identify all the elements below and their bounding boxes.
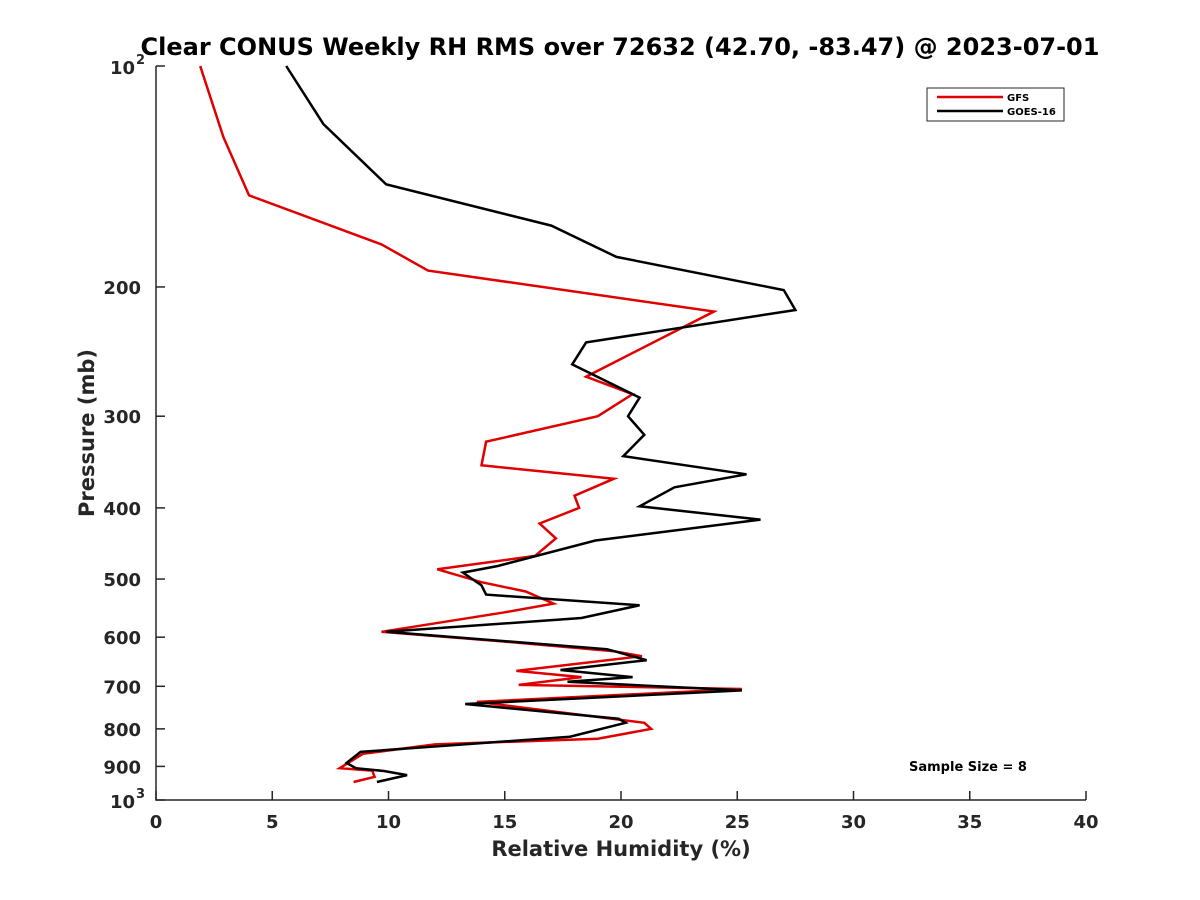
x-tick-label: 0 [150,812,163,833]
legend-box [926,87,1065,122]
series-line-gfs [199,65,742,784]
chart-title: Clear CONUS Weekly RH RMS over 72632 (42… [141,33,1100,61]
y-tick-label: 900 [103,757,141,778]
y-tick-label: 800 [103,720,141,741]
x-tick-label: 40 [1073,812,1098,833]
x-tick-label: 5 [266,812,279,833]
x-tick-label: 25 [725,812,750,833]
y-tick-label: 400 [103,499,141,520]
x-tick-label: 35 [957,812,982,833]
y-tick-label: 300 [103,407,141,428]
series-line-goes-16 [285,65,798,784]
legend-goes16-label: GOES-16 [1007,107,1056,118]
y-tick-label: 600 [103,628,141,649]
y-tick-label: 10 [110,58,135,79]
x-axis: 0 5 10 15 20 25 30 35 40 [150,791,1099,833]
plot-area [199,65,798,784]
y-tick-label: 10 [110,792,135,813]
x-axis-label: Relative Humidity (%) [491,837,750,861]
y-axis-label: Pressure (mb) [75,349,99,517]
legend: GFS GOES-16 [926,87,1065,122]
y-tick-exponent: 3 [136,787,145,802]
sample-size-annotation: Sample Size = 8 [909,760,1027,775]
x-tick-label: 15 [492,812,517,833]
y-tick-label: 500 [103,570,141,591]
legend-gfs-label: GFS [1007,93,1029,104]
axes-frame [155,66,1086,801]
x-tick-label: 30 [841,812,866,833]
y-tick-label: 700 [103,677,141,698]
y-tick-label: 200 [103,278,141,299]
x-tick-label: 20 [608,812,633,833]
y-tick-exponent: 2 [136,53,145,68]
x-tick-label: 10 [376,812,401,833]
